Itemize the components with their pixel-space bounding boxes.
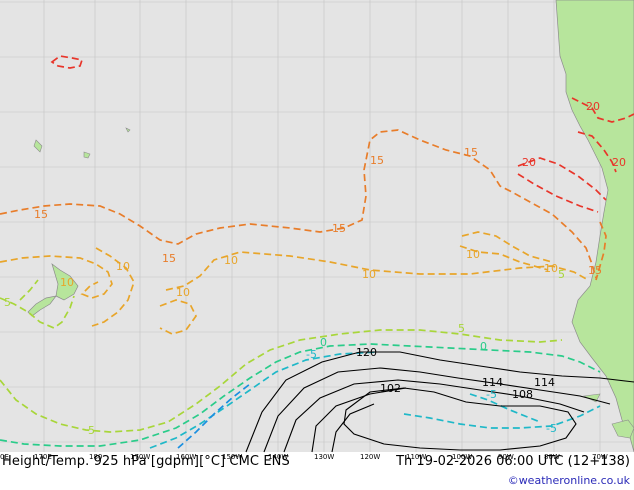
isotherm-label: 5 <box>458 322 465 335</box>
south-america <box>555 0 634 453</box>
longitude-label: 0E <box>0 453 9 461</box>
isotherm-label: 15 <box>370 154 384 167</box>
isotherm-label: 15 <box>34 208 48 221</box>
longitude-label: 70W <box>592 453 608 461</box>
isotherm-minus5-lines <box>149 351 601 449</box>
isotherm-labels: 20 20 20 15 15 15 15 15 15 10 10 10 10 1… <box>4 100 626 437</box>
isotherm-0-lines <box>0 343 601 447</box>
longitude-label: 150W <box>222 453 242 461</box>
isotherm-label: 10 <box>116 260 130 273</box>
isotherm-label: 15 <box>162 252 176 265</box>
isotherm-label: 20 <box>522 156 536 169</box>
land-masses <box>27 0 634 453</box>
isotherm-20-lines <box>50 55 634 213</box>
isotherm-label: -5 <box>486 388 497 401</box>
height-label: 114 <box>482 376 503 389</box>
height-label: 114 <box>534 376 555 389</box>
isotherm-label: 10 <box>466 248 480 261</box>
isotherm-10-lines <box>0 231 589 335</box>
longitude-label: 80W <box>544 453 560 461</box>
isotherm-label: 20 <box>612 156 626 169</box>
longitude-label: 170E <box>34 453 52 461</box>
isotherm-label: 10 <box>362 268 376 281</box>
height-label: 108 <box>512 388 533 401</box>
height-label: 102 <box>380 382 401 395</box>
isotherm-label: 0 <box>480 340 487 353</box>
isotherm-minus10-lines <box>177 383 251 449</box>
longitude-label: 100W <box>452 453 472 461</box>
longitude-label: 130W <box>314 453 334 461</box>
isotherm-label: -5 <box>546 422 557 435</box>
height-labels: 120 114 114 108 102 <box>356 346 555 401</box>
isotherm-label: 10 <box>176 286 190 299</box>
height-label: 120 <box>356 346 377 359</box>
new-zealand-north-island <box>51 263 79 301</box>
isotherm-15-lines <box>0 129 607 281</box>
isotherm-label: 5 <box>558 268 565 281</box>
isotherm-label: 10 <box>60 276 74 289</box>
isotherm-5-lines <box>0 279 563 433</box>
longitude-label: 180 <box>89 453 102 461</box>
isotherm-label: 15 <box>588 264 602 277</box>
isotherm-label: 10 <box>224 254 238 267</box>
longitude-label: 170W <box>130 453 150 461</box>
longitude-label: 110W <box>406 453 426 461</box>
isotherm-label: 10 <box>544 262 558 275</box>
longitude-labels: 0E 170E 180 170W 160W 150W 140W 130W 120… <box>0 453 608 461</box>
longitude-label: 140W <box>268 453 288 461</box>
isotherm-label: 20 <box>586 100 600 113</box>
isotherm-label: 15 <box>332 222 346 235</box>
ocean-area <box>0 0 634 452</box>
isotherm-label: 0 <box>320 336 327 349</box>
isotherm-label: 5 <box>88 424 95 437</box>
height-contours <box>245 351 634 453</box>
product-title: Height/Temp. 925 hPa [gdpm][°C] CMC ENS <box>2 454 290 469</box>
valid-time: Th 19-02-2026 06:00 UTC (12+138) <box>396 454 630 469</box>
longitude-label: 90W <box>498 453 514 461</box>
isotherm-label: 15 <box>464 146 478 159</box>
longitude-label: 160W <box>176 453 196 461</box>
longitude-label: 120W <box>360 453 380 461</box>
isotherm-label: -5 <box>306 348 317 361</box>
isotherm-label: 5 <box>4 296 11 309</box>
site-credit-link[interactable]: ©weatheronline.co.uk <box>507 474 630 487</box>
